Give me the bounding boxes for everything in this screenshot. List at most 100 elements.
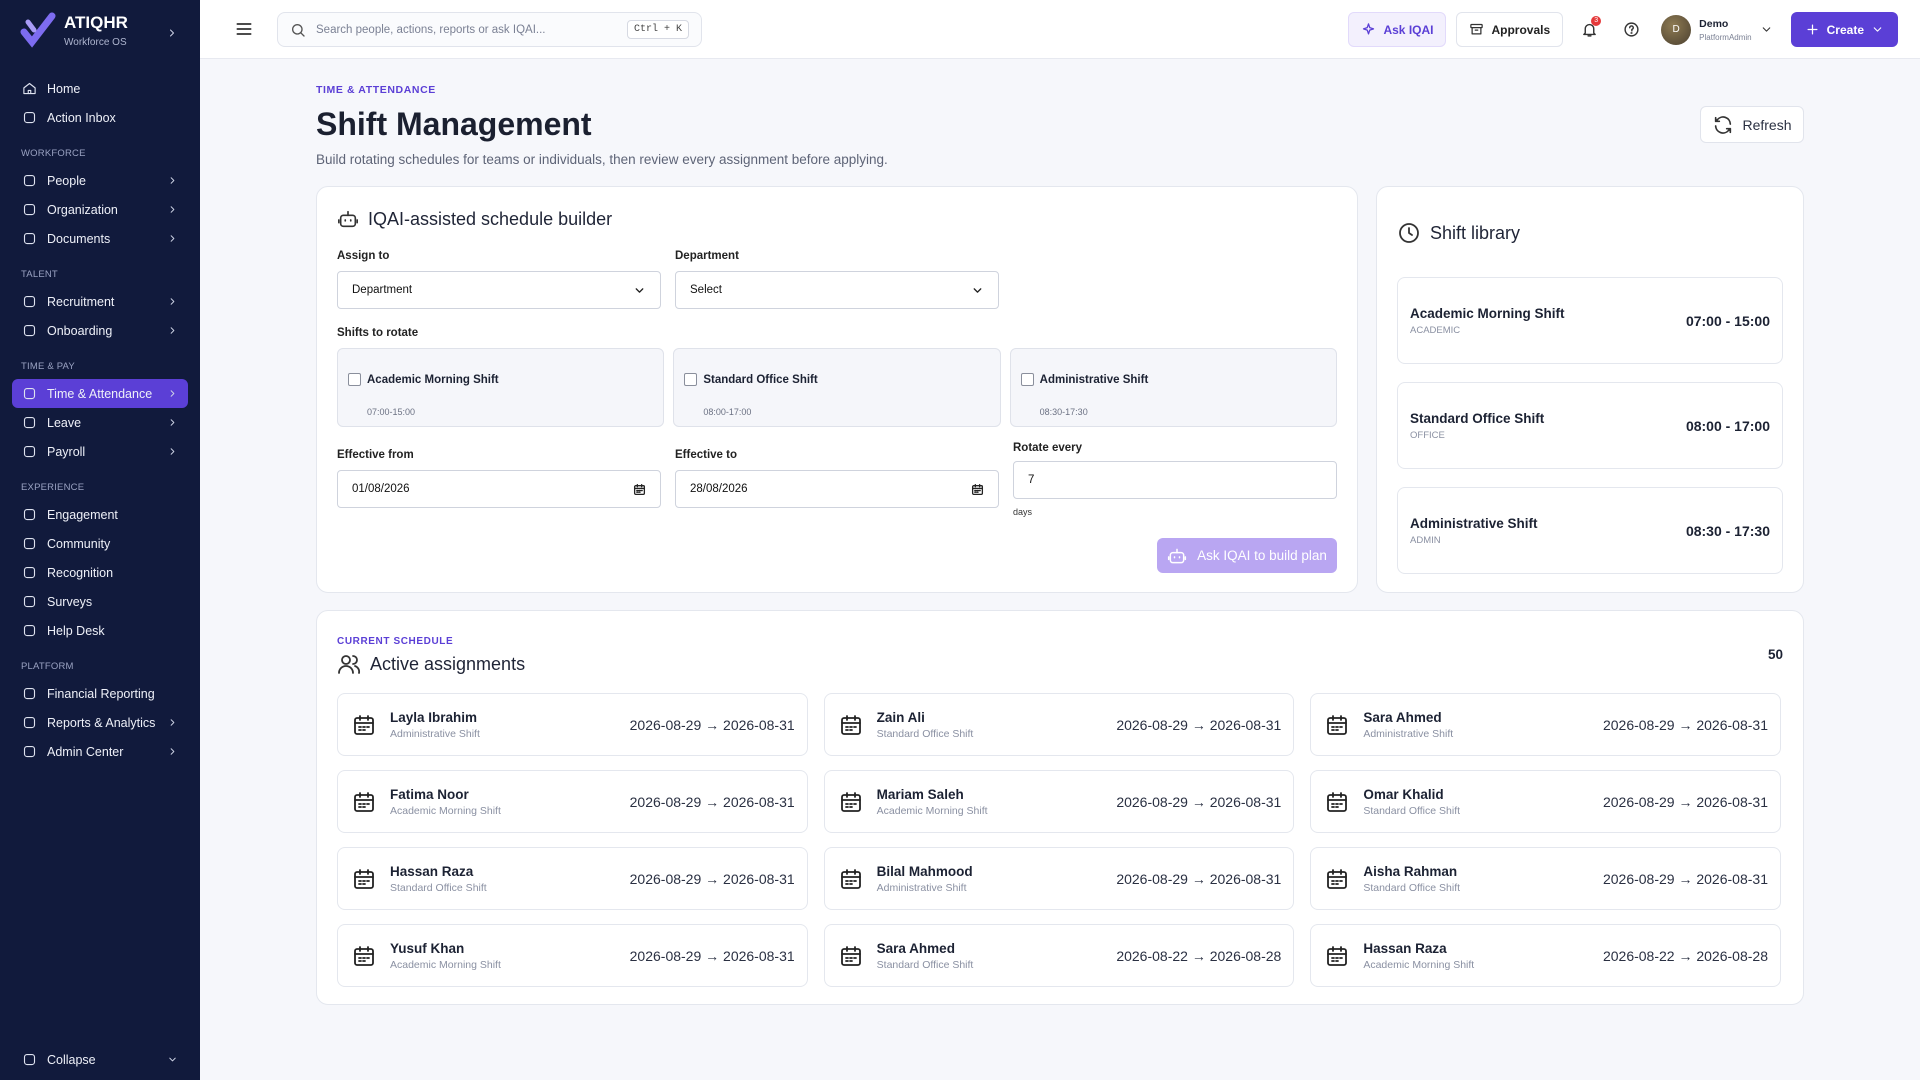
shift-time: 08:00-17:00 [703, 407, 752, 417]
assignment[interactable]: Bilal Mahmood Administrative Shift 2026-08… [823, 847, 1295, 910]
logo [20, 12, 56, 48]
nav-label: Community [47, 536, 111, 551]
nav-item[interactable]: Home [12, 74, 188, 103]
assignment[interactable]: Fatima Noor Academic Morning Shift 2026-08… [337, 770, 808, 833]
search-box[interactable]: Search people, actions, reports or ask I… [277, 12, 702, 47]
effective-to-input[interactable]: 28/08/2026 [675, 470, 999, 508]
icon [1470, 23, 1484, 35]
shift-option[interactable]: Standard Office Shift 08:00-17:00 [673, 348, 1001, 427]
icon [170, 298, 175, 305]
assignment[interactable]: Layla Ibrahim Administrative Shift 2026-08… [337, 693, 808, 756]
nav-item[interactable]: Recruitment [12, 287, 188, 316]
assignment[interactable]: Sara Ahmed Standard Office Shift 2026-08-2… [823, 924, 1295, 987]
assignment[interactable]: Sara Ahmed Administrative Shift 2026-08-29… [1310, 693, 1781, 756]
nav-item[interactable]: Organization [12, 195, 188, 224]
nav-item[interactable]: Engagement [12, 500, 188, 529]
library-item[interactable]: Academic Morning Shift ACADEMIC 07:00 - 15… [1397, 277, 1783, 364]
icon [633, 483, 646, 495]
nav-item[interactable]: People [12, 166, 188, 195]
nav-chevron [167, 233, 178, 247]
icon [1327, 714, 1348, 735]
nav-item[interactable]: Recognition [12, 558, 188, 587]
nav-item[interactable]: Surveys [12, 587, 188, 616]
assignment-name: Zain Ali [876, 709, 925, 725]
brand-toggle[interactable] [166, 26, 178, 44]
shift-option[interactable]: Academic Morning Shift 07:00-15:00 [337, 348, 665, 427]
nav-label: Engagement [47, 507, 118, 522]
assignment-grid: Layla Ibrahim Administrative Shift 2026-08… [337, 693, 1781, 987]
assignment[interactable]: Zain Ali Standard Office Shift 2026-08-29 … [823, 693, 1295, 756]
nav-item[interactable]: Leave [12, 408, 188, 437]
assignment[interactable]: Yusuf Khan Academic Morning Shift 2026-08-… [337, 924, 808, 987]
library-item[interactable]: Standard Office Shift OFFICE 08:00 - 17:00 [1397, 382, 1783, 469]
icon [170, 748, 175, 755]
icon [170, 419, 175, 426]
shift-name: Academic Morning Shift [367, 373, 499, 386]
icon [170, 235, 175, 242]
icon [354, 714, 374, 735]
collapse[interactable]: Collapse [12, 1045, 188, 1074]
icon [1327, 945, 1348, 966]
nav-label: Payroll [47, 444, 86, 459]
checkbox[interactable] [348, 373, 361, 387]
assignment-text: Omar Khalid Standard Office Shift [1363, 787, 1460, 817]
help[interactable] [1615, 14, 1647, 46]
nav-item[interactable]: Reports & Analytics [12, 708, 188, 737]
assignment[interactable]: Hassan Raza Standard Office Shift 2026-08-… [337, 847, 808, 910]
library-item-name: Standard Office Shift [1410, 410, 1545, 426]
assignment-name: Omar Khalid [1363, 786, 1444, 802]
nav-item[interactable]: Action Inbox [12, 103, 188, 132]
nav-item[interactable]: Admin Center [12, 737, 188, 766]
icon [23, 232, 36, 245]
assignment[interactable]: Aisha Rahman Standard Office Shift 2026-08… [1310, 847, 1781, 910]
assignment-shift: Academic Morning Shift [390, 804, 501, 817]
nav-item[interactable]: Time & Attendance [12, 379, 188, 408]
nav-chevron [167, 388, 178, 402]
nav-item[interactable]: Onboarding [12, 316, 188, 345]
nav-item[interactable]: Payroll [12, 437, 188, 466]
assignment-text: Hassan Raza Standard Office Shift [390, 864, 487, 894]
approvals-label: Approvals [1491, 22, 1551, 37]
refresh-button[interactable]: Refresh [1700, 106, 1804, 143]
assignment-name: Bilal Mahmood [876, 863, 973, 879]
nav-item[interactable]: Financial Reporting [12, 679, 188, 708]
assignment[interactable]: Omar Khalid Standard Office Shift 2026-08-… [1310, 770, 1781, 833]
nav-item[interactable]: Help Desk [12, 616, 188, 645]
notifications[interactable]: 3 [1573, 14, 1605, 46]
library-item-text: Academic Morning Shift ACADEMIC [1410, 306, 1565, 336]
build-button[interactable]: Ask IQAI to build plan [1157, 538, 1337, 573]
create-button[interactable]: Create [1790, 12, 1898, 47]
nav-chevron [167, 296, 178, 310]
checkbox[interactable] [1020, 373, 1034, 387]
assignment-shift: Academic Morning Shift [1363, 958, 1475, 971]
shift-option[interactable]: Administrative Shift 08:30-17:30 [1009, 348, 1337, 427]
shift-time: 07:00-15:00 [367, 407, 416, 417]
assign-to-input[interactable]: Department [337, 271, 661, 309]
nav-item[interactable]: Community [12, 529, 188, 558]
shift-options: Academic Morning Shift 07:00-15:00 Standar… [337, 348, 1337, 427]
nav-item[interactable]: Documents [12, 224, 188, 253]
user-menu[interactable]: D Demo PlatformAdmin [1661, 14, 1772, 45]
department-input[interactable]: Select [675, 271, 999, 309]
nav-label: Organization [47, 202, 118, 217]
effective-from-input[interactable]: 01/08/2026 [337, 470, 661, 508]
assignment-name: Hassan Raza [390, 863, 474, 879]
rotate-every-input[interactable]: 7 [1013, 461, 1337, 499]
department-field: Department Select [675, 250, 999, 309]
icon [292, 23, 305, 37]
checkbox[interactable] [684, 373, 698, 387]
icon [23, 111, 36, 124]
icon [1715, 115, 1732, 134]
icon [23, 595, 36, 608]
assignment[interactable]: Hassan Raza Academic Morning Shift 2026-08… [1310, 924, 1781, 987]
assignment[interactable]: Mariam Saleh Academic Morning Shift 2026-0… [823, 770, 1295, 833]
menu-button[interactable] [234, 19, 254, 44]
approvals-button[interactable]: Approvals [1456, 12, 1564, 47]
effective-from-value: 01/08/2026 [352, 483, 410, 495]
nav-label: Onboarding [47, 323, 113, 338]
library-item[interactable]: Administrative Shift ADMIN 08:30 - 17:30 [1397, 487, 1783, 574]
icon [1167, 548, 1187, 563]
nav-label: Admin Center [47, 744, 124, 759]
icon [338, 210, 358, 228]
ask-button[interactable]: Ask IQAI [1348, 12, 1447, 47]
